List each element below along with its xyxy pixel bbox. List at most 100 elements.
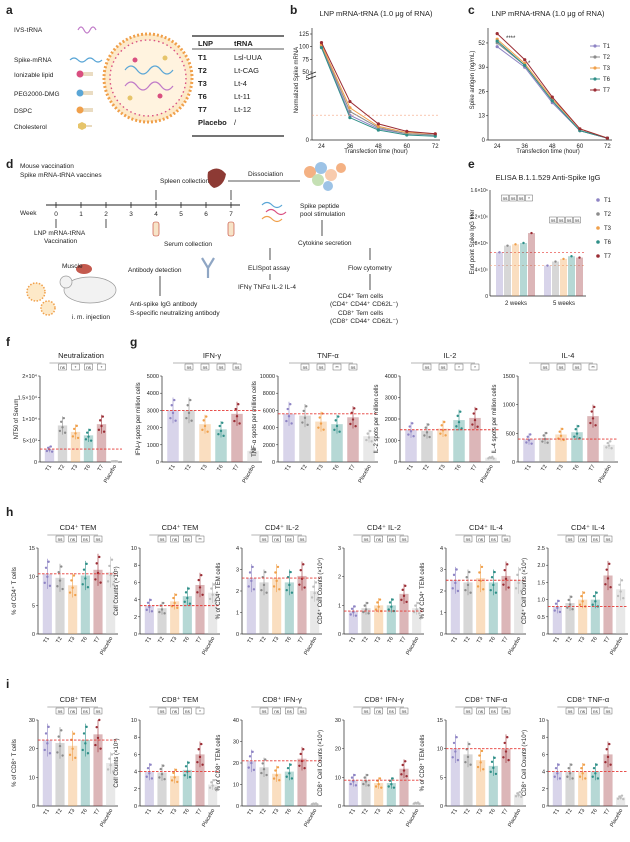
chart-h5: CD4⁺ IL-4 % of CD4⁺ TEM cells 0 1 2 3 4 T1 T2 T3 T… bbox=[419, 523, 526, 656]
chart-h3-ytick-4: 4 bbox=[236, 546, 239, 552]
chart-h1-dot-T7-0 bbox=[94, 578, 97, 581]
chart-h6-sig-0: ns bbox=[568, 537, 574, 542]
chart-e-title: ELISA B.1.1.529 Anti-Spike IgG bbox=[495, 173, 600, 182]
chart-h2-xtick-T1: T1 bbox=[145, 636, 153, 645]
chart-h6-dot-T2-2 bbox=[568, 603, 572, 606]
chart-g2-dot-T3-4 bbox=[322, 428, 325, 431]
chart-h5-sig-0: ns bbox=[466, 537, 472, 542]
chart-f-bar-T7 bbox=[96, 424, 107, 462]
chart-g1: IFN-γ IFN-γ spots per million cells 0 1000 2… bbox=[136, 351, 262, 484]
chart-i2-dot-T6-0 bbox=[183, 774, 186, 777]
chart-h6-sig-box-3 bbox=[603, 535, 613, 543]
chart-h3-dot-T1-4 bbox=[252, 588, 256, 591]
chart-g3-dot-T1-0 bbox=[407, 433, 410, 436]
chart-g3-dot-T7-4 bbox=[476, 425, 479, 428]
chart-g4-dot-T1-0 bbox=[525, 441, 528, 444]
chart-h1-dot-Placebo-4 bbox=[112, 583, 115, 586]
ionizable-lipid-icon bbox=[76, 70, 93, 78]
chart-h4-dot-T2-2 bbox=[364, 608, 368, 611]
panel-label-f: f bbox=[6, 335, 11, 349]
chart-i4-dot-T1-3 bbox=[353, 773, 356, 777]
chart-i3-dot-T6-2 bbox=[288, 772, 291, 775]
chart-h5-sig-2: ns bbox=[491, 537, 497, 542]
chart-g4-dot-T2-0 bbox=[541, 440, 544, 443]
chart-h6-sig-box-0 bbox=[565, 535, 575, 543]
chart-g3-bar-T1 bbox=[405, 429, 417, 462]
chart-c-xtick-24: 24 bbox=[494, 144, 501, 150]
chart-e-dot-T3-0 bbox=[514, 243, 517, 246]
chart-h6-ylabel: CD4⁺ Cell Counts (×10⁴) bbox=[521, 558, 528, 624]
chart-i2-dot-T1-4 bbox=[150, 777, 154, 780]
chart-h5-xtick-T3: T3 bbox=[476, 636, 484, 645]
chart-i2-xtick-T3: T3 bbox=[170, 808, 178, 817]
chart-g1-dot-T2-1 bbox=[186, 404, 189, 407]
chart-g1-ytick-3: 3000 bbox=[147, 408, 159, 414]
chart-h4-ytick-1: 1 bbox=[338, 603, 341, 609]
chart-e-sig-box-1-0 bbox=[549, 216, 557, 224]
table-cell-lnp-t7: T7 bbox=[198, 105, 207, 114]
chart-c-xlabel: Transfection time (hour) bbox=[516, 149, 579, 155]
chart-e-dot-T1-1 bbox=[546, 264, 549, 267]
chart-g4-dot-Placebo-0 bbox=[605, 446, 608, 449]
chart-f-xtick-Placebo: Placebo bbox=[103, 464, 118, 484]
chart-f-sig-3: * bbox=[101, 365, 103, 370]
chart-g1-xtick-T2: T2 bbox=[184, 464, 192, 473]
chart-i4-bar-T1 bbox=[348, 780, 358, 806]
chart-h6-ytick-2: 1.0 bbox=[537, 598, 545, 604]
chart-i6-sig-box-0 bbox=[565, 707, 575, 715]
chart-i5-dot-T6-4 bbox=[494, 772, 498, 776]
chart-i5-dot-T3-3 bbox=[480, 749, 484, 753]
chart-h5-dot-Placebo-3 bbox=[518, 568, 522, 571]
chart-i2-sig-1: ns bbox=[172, 709, 178, 714]
chart-g2-ytick-3: 6000 bbox=[263, 408, 275, 414]
chart-g1-dot-T7-1 bbox=[234, 407, 237, 411]
chart-h2-dot-T3-1 bbox=[172, 596, 175, 600]
chart-i2-dot-T2-2 bbox=[160, 772, 164, 776]
chart-h6-sig-box-2 bbox=[591, 535, 600, 543]
component-label-spike-mrna: Spike-mRNA bbox=[14, 57, 52, 64]
chart-g2-dot-T2-1 bbox=[302, 409, 305, 413]
chart-f-ytick-4: 2×10⁴ bbox=[22, 373, 37, 380]
chart-b-point-T7-24 bbox=[319, 41, 324, 45]
chart-i6-title: CD8⁺ TNF-α bbox=[567, 695, 610, 704]
chart-i3-bar-T1 bbox=[246, 760, 256, 806]
chart-h3-xtick-T1: T1 bbox=[247, 636, 255, 645]
chart-h1-xtick-T3: T3 bbox=[68, 636, 76, 645]
cytokine-secretion-label: Cytokine secretion bbox=[298, 240, 352, 247]
chart-h2-ytick-0: 0 bbox=[134, 632, 137, 638]
chart-g2-ylabel: TNF-α spots per million cells bbox=[252, 381, 258, 457]
chart-h1-xtick-T6: T6 bbox=[81, 636, 89, 645]
chart-i4-dot-T7-0 bbox=[400, 773, 403, 776]
chart-g1-dot-Placebo-2 bbox=[251, 450, 255, 453]
chart-i6-ytick-4: 8 bbox=[542, 735, 545, 741]
component-label-ivs-trna: IVS-tRNA bbox=[14, 27, 43, 34]
chart-i4-title: CD8⁺ IFN-γ bbox=[364, 695, 404, 704]
chart-h3-dot-T3-4 bbox=[278, 588, 281, 591]
chart-g2-sig-box-2 bbox=[332, 363, 342, 371]
chart-h4-dot-T3-2 bbox=[377, 605, 380, 608]
panel-a: a IVS-tRNA Spike-mRNA Ionizable lipid PE… bbox=[6, 3, 284, 137]
chart-i6-bar-T2 bbox=[565, 771, 575, 806]
chart-h6-dot-T6-3 bbox=[595, 591, 598, 594]
chart-h2-dot-T1-2 bbox=[148, 605, 151, 609]
chart-g4-sig-3: ** bbox=[591, 365, 595, 370]
table-cell-trna-t1: Lsl-UUA bbox=[234, 53, 262, 62]
chart-h4-xtick-T7: T7 bbox=[399, 636, 407, 645]
chart-i1-sig-box-1 bbox=[68, 707, 77, 715]
chart-h5-sig-3: ns bbox=[504, 537, 510, 542]
chart-i5-sig-3: ns bbox=[504, 709, 510, 714]
chart-i3-sig-box-2 bbox=[285, 707, 294, 715]
chart-g1-dot-T1-3 bbox=[173, 398, 176, 402]
chart-h3-dot-Placebo-3 bbox=[314, 581, 318, 584]
panel-label-c: c bbox=[468, 3, 475, 17]
chart-i2-ytick-1: 2 bbox=[134, 787, 137, 793]
chart-h6-dot-T2-4 bbox=[571, 608, 574, 611]
chart-h4-dot-Placebo-2 bbox=[415, 608, 418, 611]
chart-h3: CD4⁺ IL-2 % of CD4⁺ TEM cells 0 1 2 3 4 T1 T2 T3 T… bbox=[215, 523, 322, 656]
chart-g3-dot-T6-4 bbox=[460, 427, 463, 430]
chart-h5-xtick-T7: T7 bbox=[501, 636, 509, 645]
chart-b-title: LNP mRNA-tRNA (1.0 μg of RNA) bbox=[320, 9, 433, 18]
chart-f-ytick-3: 1.5×10⁴ bbox=[18, 395, 38, 402]
chart-e-sig-0-0: ns bbox=[503, 196, 509, 201]
chart-h5-dot-T2-3 bbox=[468, 570, 471, 574]
